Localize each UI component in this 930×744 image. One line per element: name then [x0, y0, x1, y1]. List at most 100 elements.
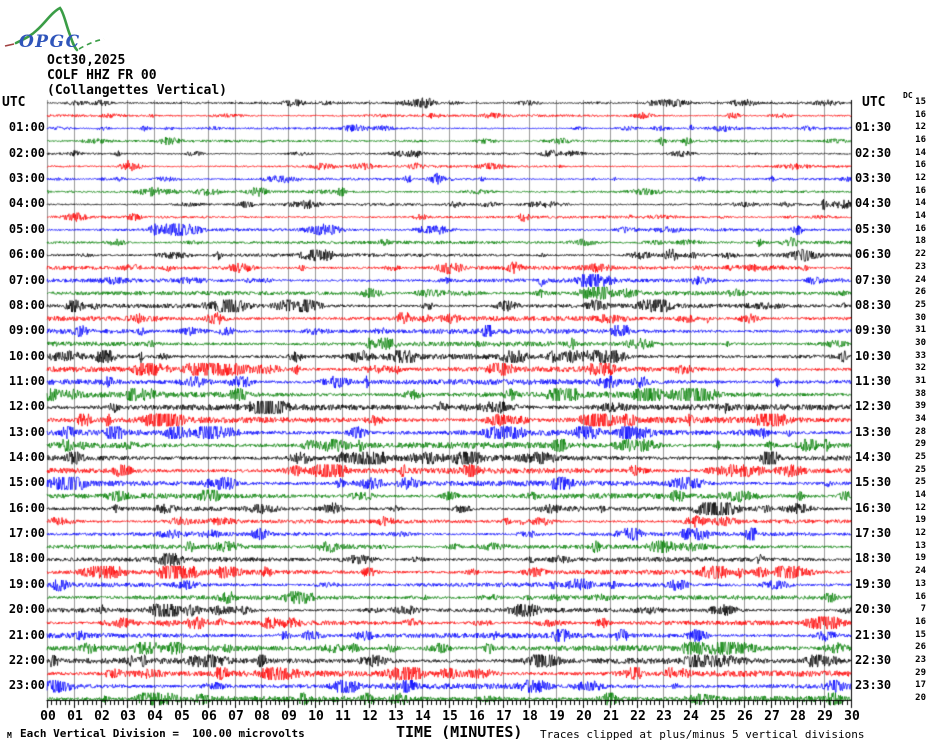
dc-value: 24: [915, 566, 926, 577]
x-axis-tick-label: 16: [469, 709, 485, 724]
scale-note: Each Vertical Division = 100.00 microvol…: [20, 727, 305, 740]
dc-value: 15: [915, 629, 926, 640]
x-axis-tick-label: 23: [656, 709, 672, 724]
dc-value: 32: [915, 363, 926, 374]
dc-value: 12: [915, 528, 926, 539]
right-time-label: 22:30: [855, 652, 892, 667]
x-axis-tick-label: 24: [683, 709, 699, 724]
dc-value: 28: [915, 426, 926, 437]
x-axis-tick-label: 09: [281, 709, 297, 724]
dc-value: 34: [915, 414, 926, 424]
header-description: (Collangettes Vertical): [47, 83, 228, 98]
header-block: Oct30,2025 COLF HHZ FR 00 (Collangettes …: [47, 53, 227, 98]
dc-value: 25: [915, 477, 926, 488]
header-date: Oct30,2025: [47, 53, 126, 68]
dc-value: 30: [915, 337, 926, 348]
x-axis-tick-label: 26: [737, 709, 753, 724]
right-time-label: 18:30: [855, 551, 892, 566]
left-time-label: 13:00: [8, 424, 45, 439]
dc-value: 24: [915, 274, 926, 285]
right-time-label: 01:30: [855, 120, 892, 135]
x-axis-tick-label: 05: [174, 709, 190, 724]
right-time-label: 10:30: [855, 348, 892, 363]
dc-value: 12: [915, 502, 926, 513]
x-axis-tick-label: 02: [94, 709, 110, 724]
dc-value: 7: [920, 604, 926, 615]
left-time-label: 09:00: [8, 323, 45, 338]
x-axis-tick-label: 29: [817, 709, 833, 724]
x-axis-tick-label: 25: [710, 709, 726, 724]
dc-value: 12: [915, 122, 926, 133]
x-axis-tick-label: 04: [147, 709, 163, 724]
left-time-label: 23:00: [8, 678, 45, 693]
corner-watermark: M: [7, 731, 12, 740]
x-axis-tick-label: 12: [362, 709, 378, 724]
dc-value: 13: [915, 578, 926, 589]
clip-note: Traces clipped at plus/minus 5 vertical …: [540, 728, 865, 741]
dc-value: 38: [915, 388, 926, 399]
right-time-label: 19:30: [855, 576, 892, 591]
left-time-label: 01:00: [8, 120, 45, 135]
x-axis-tick-label: 03: [120, 709, 136, 724]
x-axis-tick-label: 13: [388, 709, 404, 724]
x-axis-tick-label: 28: [790, 709, 806, 724]
left-time-label: 06:00: [8, 247, 45, 262]
logo-text: OPGC: [19, 32, 81, 52]
left-time-label: 10:00: [8, 348, 45, 363]
utc-header-left: UTC: [2, 95, 26, 110]
dc-value: 18: [915, 236, 926, 247]
x-axis-tick-label: 06: [201, 709, 217, 724]
x-axis-tick-label: 00: [40, 709, 56, 724]
left-time-label: 12:00: [8, 399, 45, 414]
left-time-label: 05:00: [8, 221, 45, 236]
left-time-label: 22:00: [8, 652, 45, 667]
x-axis-tick-label: 17: [496, 709, 512, 724]
x-axis-tick-label: 10: [308, 709, 324, 724]
dc-value: 16: [915, 109, 926, 120]
left-time-label: 16:00: [8, 500, 45, 515]
right-time-label: 16:30: [855, 500, 892, 515]
opgc-logo: OPGC: [4, 6, 105, 52]
dc-value: 23: [915, 654, 926, 665]
left-time-label: 04:00: [8, 196, 45, 211]
logo-left-dash: [4, 43, 15, 47]
dc-value: 29: [915, 667, 926, 678]
right-time-label: 05:30: [855, 221, 892, 236]
right-time-label: 15:30: [855, 475, 892, 490]
dc-value: 16: [915, 135, 926, 146]
header-station: COLF HHZ FR 00: [47, 68, 157, 83]
x-axis-tick-label: 21: [603, 709, 619, 724]
left-time-label: 14:00: [8, 450, 45, 465]
right-time-label: 13:30: [855, 424, 892, 439]
dc-value: 16: [915, 591, 926, 602]
right-time-label: 02:30: [855, 145, 892, 160]
dc-value: 12: [915, 173, 926, 184]
logo-curve: [14, 6, 79, 52]
dc-value: 25: [915, 452, 926, 463]
left-time-label: 11:00: [8, 373, 45, 388]
dc-value: 13: [915, 540, 926, 551]
right-time-label: 03:30: [855, 171, 892, 186]
right-time-label: 08:30: [855, 297, 892, 312]
x-axis-tick-label: 11: [335, 709, 351, 724]
left-time-label: 21:00: [8, 627, 45, 642]
dc-value: 16: [915, 616, 926, 627]
dc-value: 14: [915, 198, 926, 209]
dc-value: 14: [915, 147, 926, 158]
left-time-label: 03:00: [8, 171, 45, 186]
dc-value: 26: [915, 287, 926, 298]
dc-column-header: DC: [903, 91, 913, 100]
left-time-label: 18:00: [8, 551, 45, 566]
dc-value: 29: [915, 439, 926, 450]
dc-value: 31: [915, 375, 926, 386]
dc-value: 26: [915, 642, 926, 653]
dc-value: 16: [915, 160, 926, 171]
dc-value: 17: [915, 680, 926, 691]
dc-value: 20: [915, 692, 926, 703]
dc-value: 39: [915, 401, 926, 412]
x-axis-tick-label: 20: [576, 709, 592, 724]
x-axis-title: TIME (MINUTES): [396, 723, 523, 741]
right-time-label: 06:30: [855, 247, 892, 262]
right-time-label: 04:30: [855, 196, 892, 211]
